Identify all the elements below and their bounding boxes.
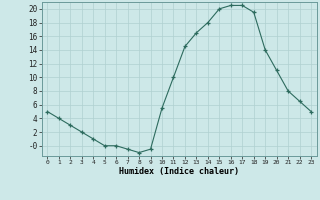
X-axis label: Humidex (Indice chaleur): Humidex (Indice chaleur) — [119, 167, 239, 176]
